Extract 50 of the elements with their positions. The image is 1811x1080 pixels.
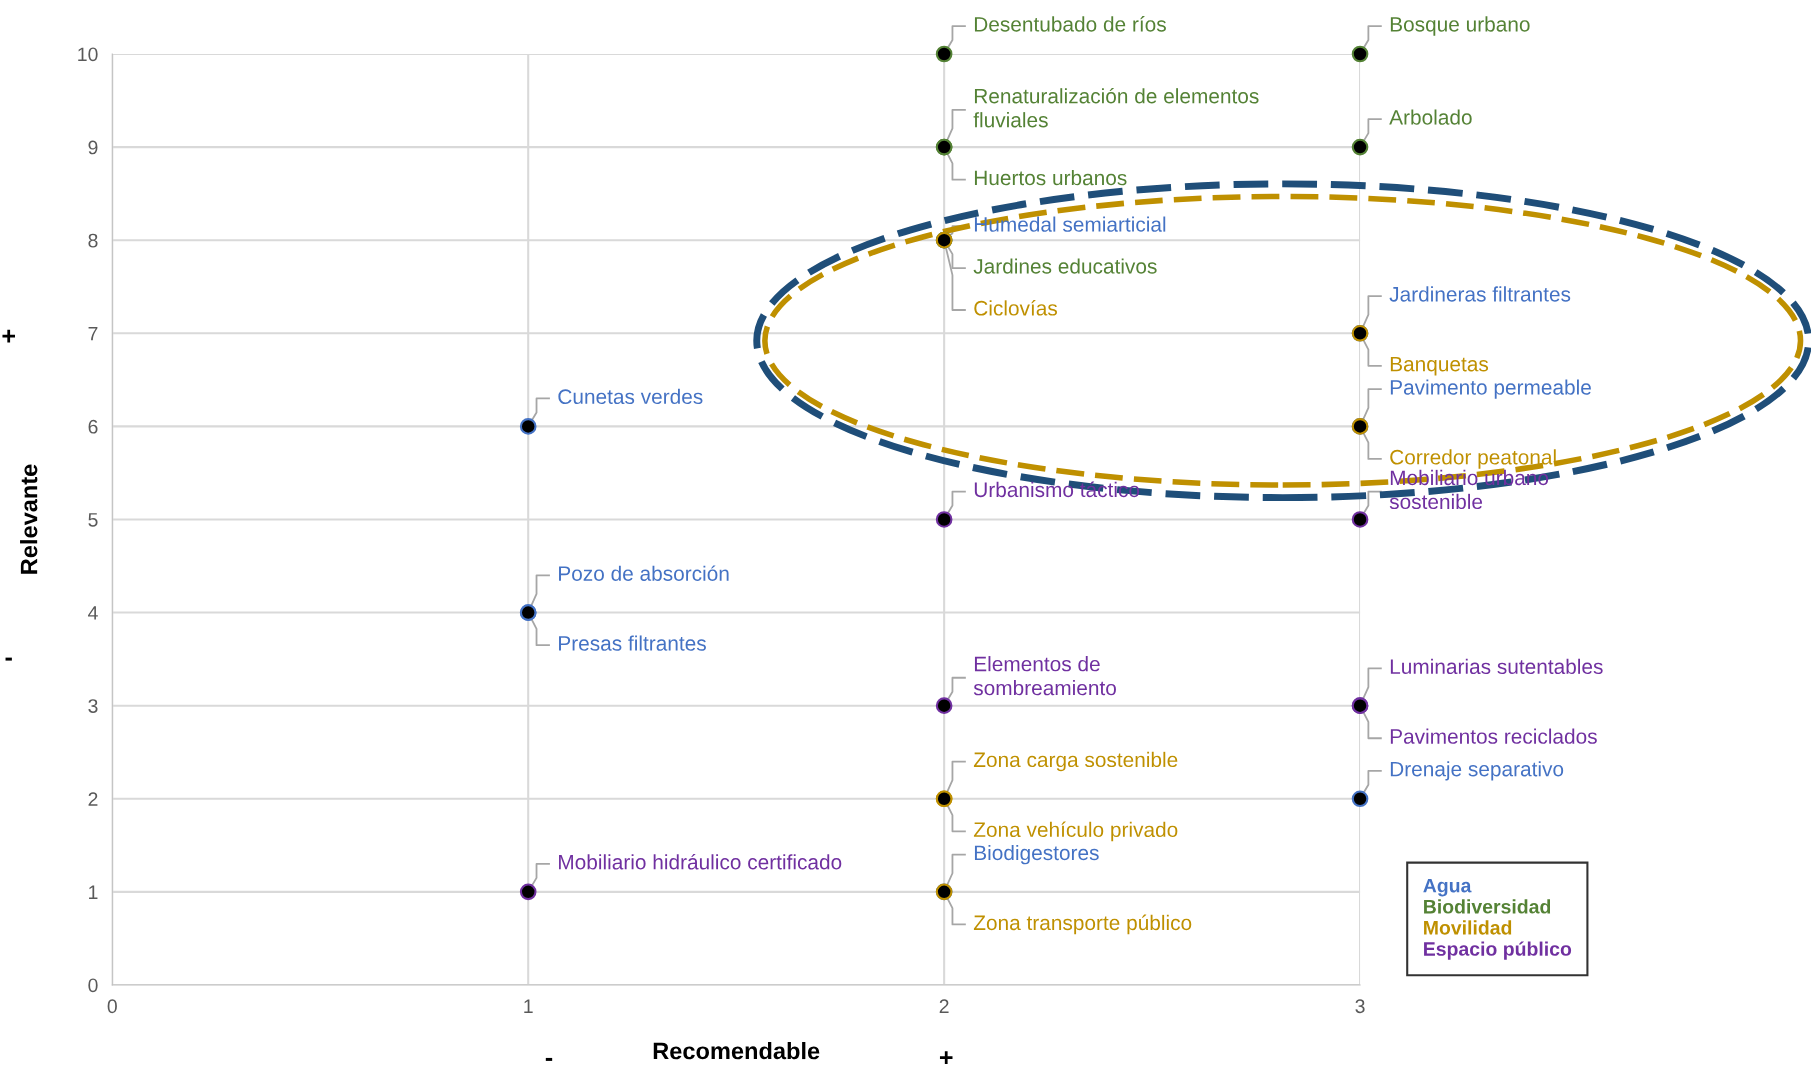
y-tick-label: 7 bbox=[88, 326, 98, 341]
x-axis-title: Recomendable bbox=[653, 1041, 820, 1060]
text: - bbox=[5, 657, 12, 661]
text: Biodiversidad bbox=[1424, 899, 1551, 914]
data-label: Jardines educativos bbox=[973, 258, 1157, 274]
y-tick-label: 1 bbox=[89, 885, 98, 899]
data-label: Zona transporte público bbox=[973, 914, 1192, 935]
y-tick-label: 0 bbox=[88, 978, 98, 993]
data-label: Cunetas verdes bbox=[558, 388, 703, 405]
data-label: Banquetas bbox=[1390, 356, 1489, 376]
y-axis-title: Relevante bbox=[20, 464, 38, 574]
data-label: Luminarias sutentables bbox=[1390, 658, 1603, 675]
data-label: Corredor peatonal bbox=[1390, 449, 1556, 469]
data-label: Pozo de absorción bbox=[559, 565, 729, 581]
y-tick-label: 9 bbox=[88, 140, 98, 155]
data-label: Pavimento permeable bbox=[1390, 379, 1591, 399]
data-label: Renaturalización de elementos fluviales bbox=[973, 87, 1259, 128]
data-label: Huertos urbanos bbox=[974, 169, 1127, 186]
y-tick-label: 3 bbox=[88, 699, 98, 713]
text: Agua bbox=[1423, 878, 1472, 897]
data-label: Zona carga sostenible bbox=[973, 751, 1178, 772]
y-tick-label: 2 bbox=[88, 792, 98, 806]
x-tick-label: 2 bbox=[939, 999, 949, 1013]
data-label: Presas filtrantes bbox=[559, 635, 706, 651]
data-label: Desentubado de ríos bbox=[974, 16, 1166, 32]
data-label: Drenaje separativo bbox=[1390, 761, 1564, 781]
data-label: Elementos de sombreamiento bbox=[973, 656, 1116, 696]
x-tick-label: 1 bbox=[524, 999, 533, 1013]
y-tick-label: 8 bbox=[88, 233, 98, 248]
data-label: Zona vehículo privado bbox=[973, 821, 1178, 842]
x-tick-label: 0 bbox=[107, 999, 117, 1014]
data-label: Pavimentos reciclados bbox=[1390, 728, 1597, 744]
y-tick-label: 10 bbox=[78, 47, 98, 62]
y-tick-label: 6 bbox=[88, 419, 98, 434]
data-label: Jardineras filtrantes bbox=[1389, 286, 1571, 302]
data-label: Bosque urbano bbox=[1390, 16, 1530, 36]
data-label: Ciclovías bbox=[974, 300, 1058, 316]
text: - bbox=[545, 1057, 553, 1061]
data-label: Arbolado bbox=[1389, 109, 1472, 125]
text: + bbox=[939, 1051, 953, 1064]
data-label: Biodigestores bbox=[974, 844, 1099, 865]
text: Movilidad bbox=[1424, 920, 1512, 935]
x-tick-label: 3 bbox=[1355, 999, 1365, 1014]
data-label: Humedal semiarticial bbox=[974, 216, 1166, 232]
y-tick-label: 5 bbox=[88, 513, 98, 527]
data-label: Mobiliario hidráulico certificado bbox=[559, 853, 842, 870]
y-tick-label: 4 bbox=[88, 606, 98, 620]
text: Espacio público bbox=[1424, 941, 1572, 960]
data-label: Urbanismo táctico bbox=[974, 481, 1140, 498]
text: + bbox=[2, 329, 15, 343]
